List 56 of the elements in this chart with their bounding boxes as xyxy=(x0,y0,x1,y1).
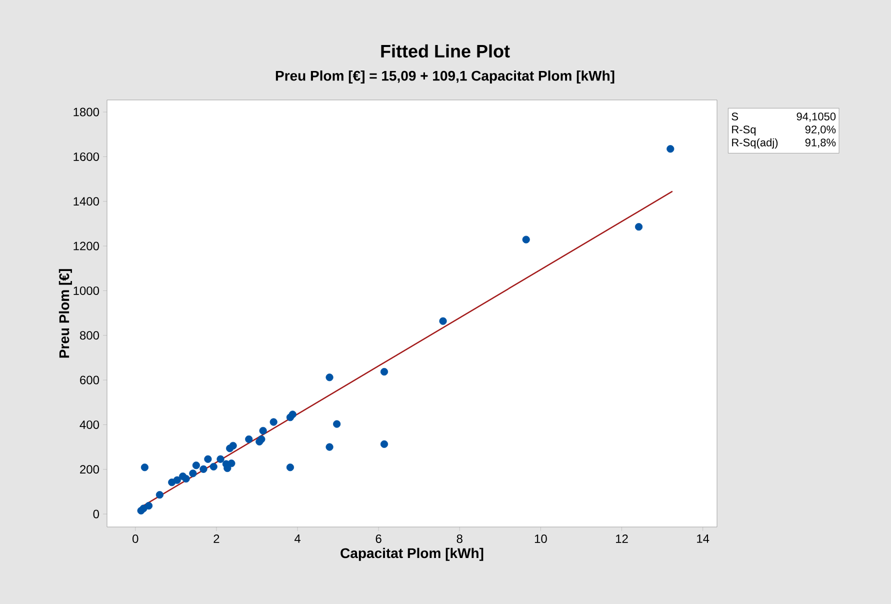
point xyxy=(192,462,200,470)
point xyxy=(210,462,218,470)
x-tick-label: 0 xyxy=(132,534,138,544)
point xyxy=(286,464,294,472)
text: 92,0% xyxy=(805,126,836,135)
point xyxy=(288,410,296,418)
point xyxy=(270,418,278,426)
point xyxy=(522,236,530,244)
y-tick-label: 1200 xyxy=(74,242,100,250)
x-tick-label: 8 xyxy=(456,534,462,544)
point xyxy=(634,223,643,231)
point xyxy=(333,420,341,428)
x-tick-label: 10 xyxy=(534,534,547,544)
point xyxy=(326,443,334,451)
y-tick-label: 400 xyxy=(80,420,100,429)
x-axis-title: Capacitat Plom [kWh] xyxy=(340,548,484,561)
y-tick-label: 200 xyxy=(80,465,100,474)
point xyxy=(380,368,388,376)
text: R-Sq xyxy=(732,126,756,136)
text: 94,1050 xyxy=(796,112,836,122)
y-tick-label: 600 xyxy=(80,376,100,384)
point xyxy=(326,374,334,382)
point xyxy=(144,502,153,510)
point xyxy=(156,491,164,499)
point xyxy=(204,455,212,463)
point xyxy=(380,440,388,448)
y-axis-title: Preu Plom [€] xyxy=(58,269,72,358)
text: R-Sq(adj) xyxy=(732,138,778,149)
text: S xyxy=(732,112,738,120)
point xyxy=(173,476,181,484)
text: 91,8% xyxy=(805,138,836,148)
point xyxy=(182,474,190,483)
point xyxy=(189,470,197,478)
point xyxy=(259,426,267,435)
y-tick-label: 1800 xyxy=(74,108,100,116)
point xyxy=(228,460,236,468)
x-tick-label: 14 xyxy=(697,534,710,543)
x-tick-label: 4 xyxy=(294,534,300,543)
y-tick-label: 1000 xyxy=(74,286,100,295)
y-tick-label: 800 xyxy=(80,331,100,340)
point xyxy=(140,464,149,472)
point xyxy=(200,465,208,473)
y-tick-label: 0 xyxy=(93,510,100,518)
point xyxy=(216,455,224,463)
y-tick-label: 1400 xyxy=(74,197,100,206)
x-tick-label: 2 xyxy=(214,534,220,543)
x-tick-label: 6 xyxy=(376,534,382,544)
chart-title: Fitted Line Plot xyxy=(381,44,510,58)
point xyxy=(258,435,266,444)
point xyxy=(245,435,253,444)
y-tick-label: 1600 xyxy=(74,152,100,161)
x-tick-label: 12 xyxy=(616,534,628,543)
point xyxy=(439,317,447,325)
point xyxy=(229,442,237,450)
chart-subtitle: Preu Plom [€] = 15,09 + 109,1 Capacitat Plom [kWh] xyxy=(276,70,614,84)
point xyxy=(666,145,674,153)
